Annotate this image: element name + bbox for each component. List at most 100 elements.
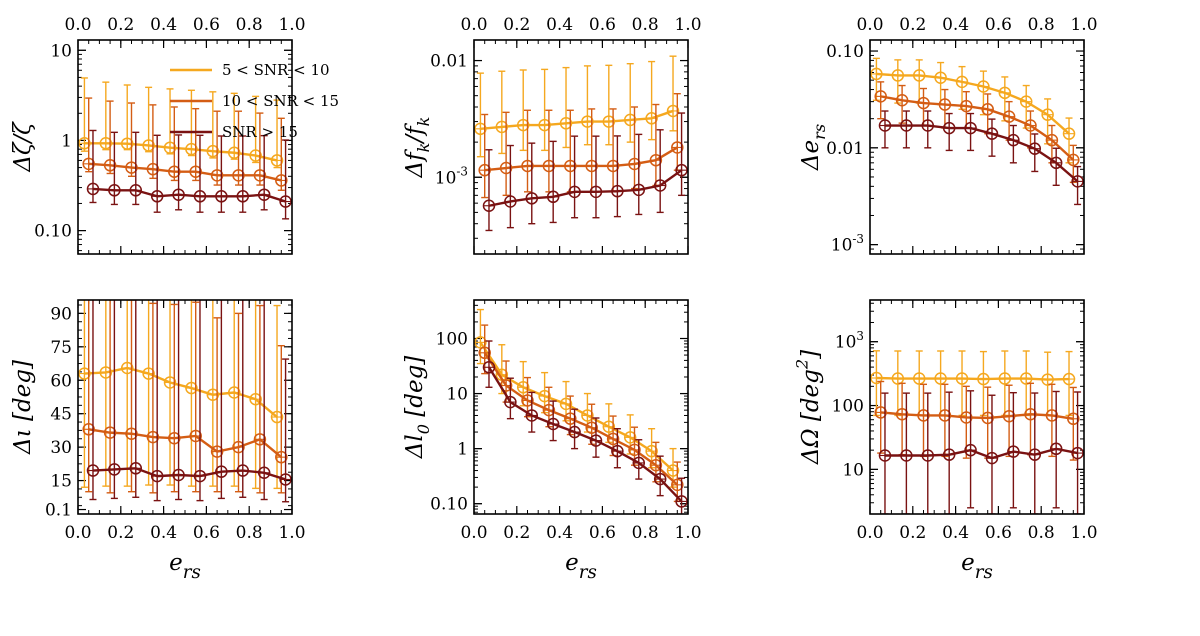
series-2 [878, 390, 1084, 514]
x-top-tick-label: 0.8 [632, 15, 659, 35]
series-2 [86, 300, 292, 503]
series-line [880, 411, 1074, 420]
x-top-tick-label: 0.2 [899, 15, 926, 35]
x-tick-label: 0.2 [107, 523, 134, 543]
panel-l0: 0.10 1 10 100 0.0 0.2 0.4 0.6 0.8 1.0 Δl0 [deg] ers [402, 299, 702, 583]
x-tick-label: 1.0 [674, 523, 701, 543]
x-top-tick-label: 0.8 [236, 15, 263, 35]
y-axis-label: Δers [798, 124, 829, 171]
series-line [480, 109, 674, 131]
legend: 5 < SNR < 10 10 < SNR < 15 SNR > 15 [170, 61, 339, 141]
y-tick-label: 45 [50, 405, 72, 425]
series-line [884, 447, 1078, 460]
x-tick-label: 0.2 [899, 523, 926, 543]
x-axis-label: ers [169, 550, 201, 583]
series-2 [482, 112, 688, 232]
x-top-tick-label: 0.2 [503, 15, 530, 35]
y-tick-label: 0.1 [45, 501, 72, 521]
series-line [484, 146, 678, 172]
x-axis-label: ers [961, 550, 993, 583]
x-top-tick-label: 0.6 [193, 15, 220, 35]
x-tick-label: 0.4 [546, 523, 573, 543]
series-group [474, 308, 688, 514]
x-tick-label: 0.0 [460, 523, 487, 543]
x-tick-label: 1.0 [1070, 523, 1097, 543]
x-tick-label: 0.0 [856, 523, 883, 543]
series-line [483, 352, 679, 486]
series-line [92, 467, 286, 481]
y-tick-label: 10-3 [831, 232, 864, 256]
y-tick-label: 10 [50, 41, 72, 61]
x-top-tick-label: 0.8 [1028, 15, 1055, 35]
series-line [88, 428, 283, 459]
plot-frame [869, 39, 1085, 255]
x-top-tick-label: 0.0 [460, 15, 487, 35]
plot-frame [869, 299, 1085, 515]
series-line [84, 142, 278, 162]
series-group [78, 300, 292, 503]
y-tick-label: 0.01 [826, 139, 864, 159]
series-line [84, 366, 278, 418]
y-axis-label: Δζ/ζ [10, 121, 36, 173]
y-tick-label: 0.10 [430, 495, 468, 515]
x-tick-label: 0.8 [632, 523, 659, 543]
x-tick-label: 0.6 [589, 523, 616, 543]
y-axis-label: Δι [deg] [10, 360, 36, 455]
legend-entry: 10 < SNR < 15 [222, 92, 339, 110]
panel-ers: 10-3 0.01 0.10 0.0 0.2 0.4 0.6 0.8 1.0 Δers [798, 15, 1098, 256]
x-top-tick-label: 0.4 [942, 15, 969, 35]
series-group [870, 350, 1084, 514]
series-1 [82, 300, 288, 494]
panel-omega: 10 100 103 0.0 0.2 0.4 0.6 0.8 1.0 ΔΩ [deg2] ers [793, 299, 1098, 583]
series-0 [870, 57, 1076, 164]
series-group [78, 77, 292, 220]
x-top-tick-label: 0.2 [107, 15, 134, 35]
y-tick-label: 1 [457, 440, 468, 460]
x-top-tick-label: 0.6 [985, 15, 1012, 35]
y-tick-label: 60 [50, 371, 72, 391]
x-tick-label: 1.0 [278, 523, 305, 543]
series-line [488, 169, 683, 207]
y-axis-label: Δfk/fk [402, 117, 433, 179]
series-line [880, 95, 1075, 161]
y-tick-label: 1 [61, 131, 72, 151]
y-tick-label: 0.01 [430, 52, 468, 72]
y-tick-label: 15 [50, 472, 72, 492]
series-0 [870, 350, 1076, 417]
x-tick-label: 0.6 [985, 523, 1012, 543]
series-line [884, 124, 1079, 183]
plot-frame [473, 39, 689, 255]
series-group [474, 55, 688, 232]
x-tick-label: 0.4 [150, 523, 177, 543]
y-tick-label: 90 [50, 304, 72, 324]
plot-frame [473, 299, 689, 515]
series-line [876, 376, 1070, 381]
y-tick-label: 30 [50, 438, 72, 458]
legend-entry: SNR > 15 [222, 123, 298, 141]
series-2 [482, 340, 688, 514]
plot-frame [77, 299, 293, 515]
x-tick-label: 0.8 [236, 523, 263, 543]
series-1 [874, 81, 1080, 184]
x-top-tick-label: 0.6 [589, 15, 616, 35]
y-axis-label: Δl0 [deg] [402, 356, 433, 460]
x-tick-label: 0.6 [193, 523, 220, 543]
x-axis-label: ers [565, 550, 597, 583]
series-1 [82, 97, 288, 191]
y-tick-label: 75 [50, 338, 72, 358]
series-0 [78, 300, 284, 490]
series-line [487, 366, 683, 503]
x-top-tick-label: 0.0 [64, 15, 91, 35]
panel-iota: 0.1 15 30 45 60 75 90 0.0 0.2 0.4 0.6 0.8 1.0 Δι [deg… [10, 299, 306, 583]
y-axis-label: ΔΩ [deg2] [793, 350, 824, 465]
x-tick-label: 0.2 [503, 523, 530, 543]
series-2 [878, 110, 1084, 206]
x-top-tick-label: 0.4 [150, 15, 177, 35]
y-tick-label: 10-3 [435, 165, 468, 189]
y-tick-label: 10 [842, 460, 864, 480]
x-top-tick-label: 1.0 [278, 15, 305, 35]
x-tick-label: 0.0 [64, 523, 91, 543]
legend-entry: 5 < SNR < 10 [222, 61, 330, 79]
y-tick-label: 100 [832, 397, 864, 417]
y-tick-label: 0.10 [826, 42, 864, 62]
